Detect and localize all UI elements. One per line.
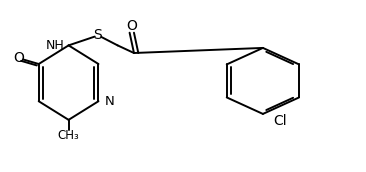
- Text: O: O: [13, 51, 24, 65]
- Text: Cl: Cl: [273, 114, 287, 128]
- Text: O: O: [126, 19, 137, 33]
- Text: CH₃: CH₃: [58, 129, 79, 142]
- Text: N: N: [104, 95, 114, 108]
- Text: S: S: [93, 28, 102, 42]
- Text: NH: NH: [46, 39, 65, 52]
